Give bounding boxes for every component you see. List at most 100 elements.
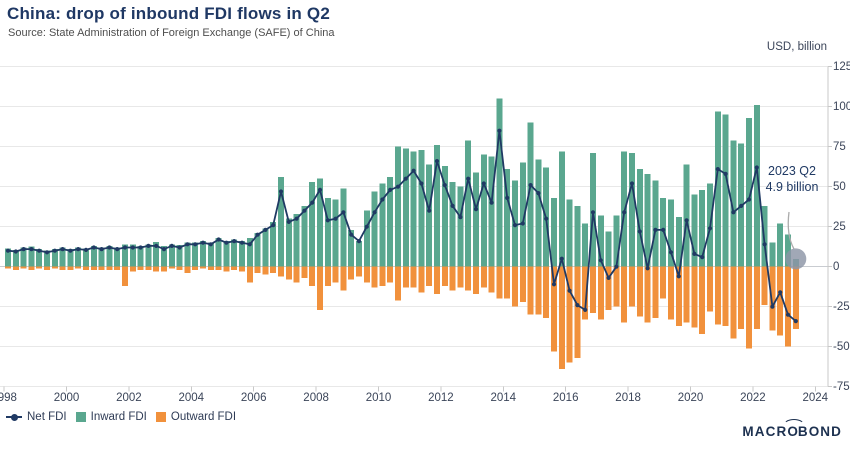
- bar: [395, 146, 401, 267]
- bar: [270, 266, 277, 274]
- line-point: [458, 215, 463, 220]
- bar: [332, 266, 339, 283]
- x-tick-label: 2006: [240, 392, 267, 404]
- bar: [168, 244, 175, 267]
- bar: [785, 234, 791, 267]
- legend-label: Net FDI: [27, 411, 67, 423]
- legend-label: Outward FDI: [170, 411, 237, 423]
- bar: [691, 194, 698, 267]
- bar: [683, 164, 690, 267]
- bar: [387, 177, 394, 267]
- bar: [262, 228, 269, 267]
- bar: [714, 266, 721, 325]
- bar: [418, 266, 425, 293]
- line-point: [356, 239, 362, 244]
- outward-fdi-bars: [5, 266, 799, 370]
- bar: [652, 180, 659, 267]
- bar: [20, 247, 27, 267]
- line-point: [629, 181, 635, 186]
- bar: [51, 249, 58, 267]
- line-point: [99, 247, 104, 252]
- bar: [473, 266, 479, 294]
- bar: [153, 241, 160, 267]
- line-point: [489, 200, 494, 205]
- line-point: [754, 165, 759, 170]
- bar: [200, 266, 206, 269]
- bar: [504, 169, 511, 267]
- bar: [519, 162, 526, 267]
- bar: [574, 266, 581, 358]
- bar: [83, 266, 89, 270]
- line-point: [637, 229, 642, 234]
- line-point: [505, 195, 510, 200]
- line-point: [52, 248, 57, 253]
- x-tick-label: 2012: [428, 392, 454, 404]
- bar: [683, 266, 690, 323]
- bar: [90, 245, 97, 267]
- line-point: [481, 181, 486, 186]
- line-point: [115, 247, 120, 252]
- bar: [644, 173, 651, 267]
- line-point: [536, 191, 541, 196]
- bar: [527, 122, 534, 267]
- bar: [746, 266, 752, 349]
- bar: [176, 266, 183, 270]
- bar: [722, 114, 729, 267]
- bar: [566, 266, 573, 363]
- bar: [434, 266, 440, 294]
- bar: [98, 266, 105, 270]
- bar: [449, 181, 456, 267]
- bar: [122, 266, 128, 286]
- bar: [145, 266, 152, 270]
- bar: [12, 266, 19, 270]
- line-point: [122, 245, 128, 250]
- bar: [535, 266, 542, 315]
- bar: [371, 191, 378, 267]
- bar: [153, 266, 160, 272]
- bar: [356, 266, 362, 277]
- bar: [20, 266, 27, 269]
- bar: [317, 266, 323, 310]
- line-point: [450, 203, 455, 208]
- bar: [621, 266, 628, 323]
- line-point: [676, 274, 681, 279]
- bar: [582, 266, 589, 320]
- line-point: [302, 208, 307, 213]
- net-fdi-line-marker: [6, 413, 22, 421]
- line-point: [739, 203, 744, 208]
- bar: [168, 266, 175, 269]
- net-fdi-line: [5, 128, 798, 324]
- line-point: [544, 216, 549, 221]
- line-point: [37, 248, 42, 253]
- line-point: [778, 290, 783, 295]
- bar: [285, 218, 292, 267]
- bar: [753, 105, 760, 267]
- bar: [426, 266, 433, 286]
- line-point: [380, 197, 385, 202]
- x-tick-label: 1998: [0, 392, 17, 404]
- bar: [184, 242, 191, 267]
- y-tick-label: 100: [833, 100, 850, 113]
- line-point: [247, 242, 252, 247]
- annotation-graphics: [785, 211, 807, 270]
- line-point: [466, 176, 471, 181]
- line-point: [200, 240, 206, 245]
- bar: [270, 221, 277, 267]
- line-point: [130, 245, 135, 250]
- line-point: [208, 242, 213, 247]
- bar: [449, 266, 456, 291]
- x-tick-label: 2020: [677, 392, 704, 404]
- bar: [231, 266, 238, 270]
- bar: [161, 266, 167, 272]
- bar: [371, 266, 378, 288]
- line-point: [551, 282, 557, 287]
- line-point: [598, 258, 603, 263]
- y-tick-label: -75: [833, 380, 850, 393]
- bar: [75, 247, 82, 267]
- line-point: [590, 210, 596, 215]
- bar: [59, 247, 66, 267]
- x-tick-label: 2004: [178, 392, 205, 404]
- line-point: [216, 237, 221, 242]
- bar: [714, 111, 721, 267]
